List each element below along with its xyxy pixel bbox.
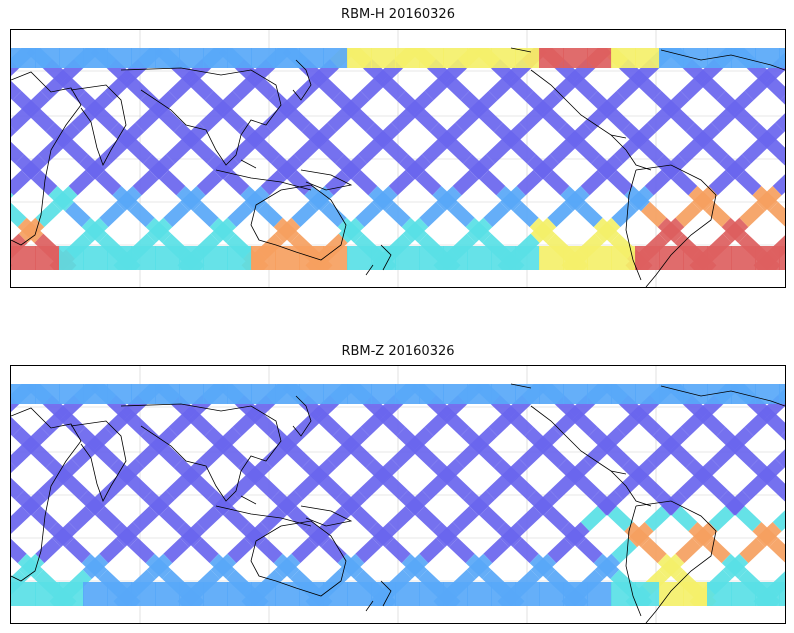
map-canvas-rbm-z (11, 366, 785, 623)
coastlines (11, 383, 785, 623)
panel-title-top: RBM-H 20160326 (341, 7, 455, 22)
satellite-swath-tracks (11, 48, 785, 270)
satellite-swath-tracks (11, 384, 785, 606)
map-panel-rbm-z (10, 365, 786, 624)
panel-title-bottom: RBM-Z 20160326 (341, 344, 455, 359)
map-canvas-rbm-h (11, 30, 785, 287)
map-panel-rbm-h (10, 29, 786, 288)
coastlines (11, 47, 785, 287)
